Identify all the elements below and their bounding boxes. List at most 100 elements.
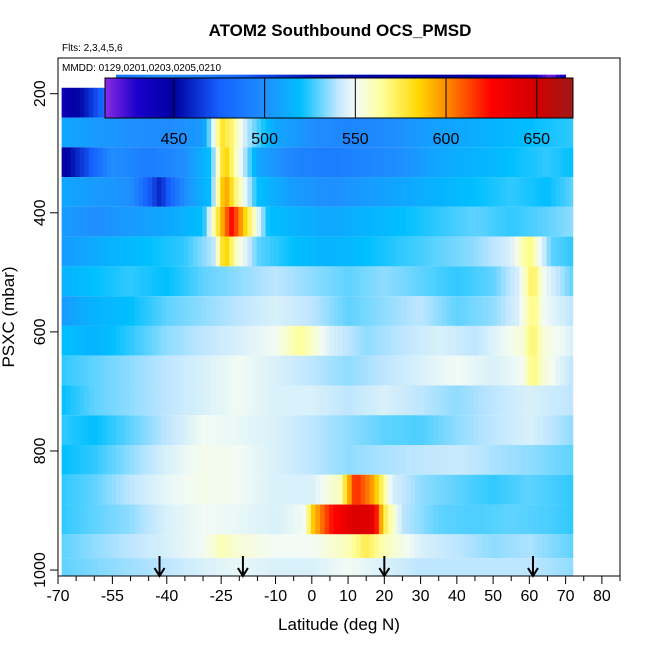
heatmap-cell [496, 266, 502, 297]
heatmap-cell [532, 147, 538, 178]
heatmap-cell [496, 355, 502, 386]
heatmap-cell [347, 147, 353, 178]
heatmap-cell [442, 177, 448, 207]
heatmap-cell [397, 325, 402, 356]
heatmap-cell [274, 355, 280, 386]
heatmap-cell [179, 445, 185, 475]
heatmap-cell [546, 206, 552, 237]
heatmap-cell [360, 206, 366, 237]
heatmap-cell [61, 117, 67, 148]
heatmap-cell [474, 266, 479, 297]
heatmap-cell [229, 445, 235, 475]
heatmap-cell [75, 385, 81, 416]
heatmap-cell [374, 474, 380, 505]
heatmap-cell [360, 415, 366, 446]
heatmap-cell [179, 534, 185, 559]
heatmap-cell [111, 474, 117, 505]
heatmap-cell [211, 177, 217, 207]
heatmap-cell [387, 206, 393, 237]
heatmap-cell [242, 385, 248, 416]
heatmap-cell [106, 236, 112, 267]
heatmap-cell [387, 385, 393, 416]
heatmap-cell [256, 206, 262, 237]
heatmap-cell [301, 445, 307, 475]
heatmap-cell [125, 445, 131, 475]
heatmap-cell [129, 504, 135, 535]
heatmap-cell [297, 177, 303, 207]
heatmap-cell [310, 445, 316, 475]
heatmap-cell [333, 325, 339, 356]
heatmap-cell [93, 558, 99, 576]
y-tick-label: 400 [32, 199, 49, 226]
heatmap-cell [174, 117, 180, 148]
heatmap-cell [555, 117, 561, 148]
heatmap-cell [247, 415, 253, 446]
heatmap-cell [111, 445, 117, 475]
heatmap-cell [265, 236, 271, 267]
heatmap-cell [451, 558, 457, 576]
heatmap-cell [165, 206, 171, 237]
heatmap-cell [351, 415, 357, 446]
heatmap-cell [501, 177, 507, 207]
heatmap-cell [424, 385, 430, 416]
heatmap-cell [184, 266, 189, 297]
heatmap-cell [410, 117, 416, 148]
heatmap-cell [555, 206, 561, 237]
heatmap-cell [197, 147, 203, 178]
heatmap-cell [215, 504, 221, 535]
heatmap-cell [551, 147, 557, 178]
heatmap-cell [315, 177, 321, 207]
heatmap-cell [147, 355, 153, 386]
heatmap-cell [374, 355, 380, 386]
heatmap-cell [560, 534, 566, 559]
heatmap-cell [465, 355, 470, 386]
heatmap-cell [238, 534, 244, 559]
heatmap-cell [505, 385, 511, 416]
heatmap-cell [206, 355, 212, 386]
heatmap-cell [165, 325, 171, 356]
heatmap-cell [88, 415, 94, 446]
heatmap-cell [487, 355, 493, 386]
heatmap-cell [233, 236, 239, 267]
heatmap-cell [383, 385, 389, 416]
heatmap-cell [392, 504, 398, 535]
heatmap-cell [446, 445, 452, 475]
heatmap-cell [478, 266, 484, 297]
heatmap-cell [455, 236, 461, 267]
heatmap-cell [532, 266, 538, 297]
heatmap-cell [455, 534, 461, 559]
heatmap-cell [523, 236, 529, 267]
heatmap-cell [392, 415, 398, 446]
heatmap-cell [478, 445, 484, 475]
heatmap-cell [387, 117, 393, 148]
heatmap-cell [546, 558, 552, 576]
heatmap-cell [297, 355, 303, 386]
heatmap-cell [70, 266, 76, 297]
heatmap-cell [75, 534, 81, 559]
heatmap-cell [324, 534, 330, 559]
heatmap-cell [161, 355, 167, 386]
heatmap-cell [401, 445, 407, 475]
heatmap-cell [251, 177, 257, 207]
heatmap-cell [129, 206, 135, 237]
heatmap-cell [523, 355, 529, 386]
heatmap-cell [120, 385, 126, 416]
heatmap-cell [310, 385, 316, 416]
heatmap-cell [134, 385, 140, 416]
heatmap-cell [97, 296, 103, 326]
heatmap-cell [460, 266, 466, 297]
heatmap-cell [292, 296, 298, 326]
heatmap-cell [274, 325, 280, 356]
heatmap-cell [188, 534, 194, 559]
heatmap-cell [397, 236, 402, 267]
heatmap-cell [165, 117, 171, 148]
heatmap-cell [184, 147, 189, 178]
heatmap-cell [338, 558, 344, 576]
heatmap-cell [143, 385, 149, 416]
heatmap-cell [256, 558, 262, 576]
heatmap-cell [446, 534, 452, 559]
heatmap-cell [564, 534, 570, 559]
heatmap-cell [84, 147, 90, 178]
heatmap-cell [415, 504, 421, 535]
heatmap-cell [501, 296, 507, 326]
